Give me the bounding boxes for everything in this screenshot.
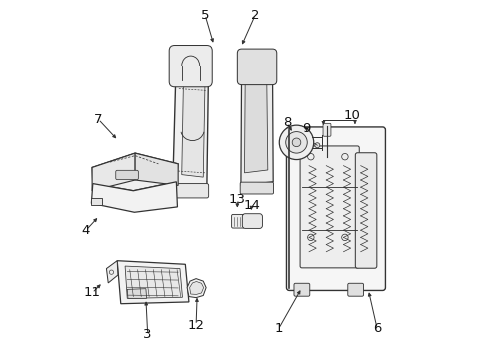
FancyBboxPatch shape: [347, 283, 363, 296]
FancyBboxPatch shape: [240, 182, 273, 194]
Polygon shape: [91, 198, 102, 205]
FancyBboxPatch shape: [286, 127, 385, 291]
Text: 2: 2: [250, 9, 259, 22]
Polygon shape: [91, 182, 177, 212]
Text: 12: 12: [187, 319, 204, 332]
Text: 13: 13: [228, 193, 245, 206]
Polygon shape: [182, 75, 204, 177]
Circle shape: [292, 138, 300, 147]
Text: 4: 4: [81, 224, 90, 237]
Polygon shape: [106, 261, 118, 283]
FancyBboxPatch shape: [237, 49, 276, 85]
Polygon shape: [187, 279, 206, 298]
Polygon shape: [241, 59, 273, 185]
Polygon shape: [92, 153, 135, 191]
Polygon shape: [92, 153, 178, 191]
Text: 14: 14: [243, 199, 260, 212]
Polygon shape: [127, 289, 146, 298]
Polygon shape: [117, 261, 188, 304]
FancyBboxPatch shape: [231, 215, 244, 228]
Polygon shape: [135, 153, 178, 185]
Text: 7: 7: [94, 113, 102, 126]
FancyBboxPatch shape: [300, 146, 359, 268]
FancyBboxPatch shape: [293, 283, 309, 296]
Text: 3: 3: [143, 328, 152, 341]
Text: 5: 5: [201, 9, 209, 22]
Text: 10: 10: [343, 109, 360, 122]
Circle shape: [314, 143, 319, 148]
Polygon shape: [244, 74, 267, 173]
Text: 1: 1: [274, 322, 282, 335]
FancyBboxPatch shape: [172, 184, 208, 198]
Circle shape: [279, 125, 313, 159]
Polygon shape: [189, 282, 203, 294]
FancyBboxPatch shape: [355, 153, 376, 268]
Circle shape: [285, 132, 306, 153]
Text: 11: 11: [83, 287, 101, 300]
Text: 8: 8: [282, 116, 290, 129]
FancyBboxPatch shape: [116, 170, 138, 180]
Text: 6: 6: [372, 322, 381, 335]
FancyBboxPatch shape: [323, 123, 330, 136]
Text: 9: 9: [302, 122, 310, 135]
Polygon shape: [172, 54, 208, 189]
FancyBboxPatch shape: [169, 45, 212, 87]
Polygon shape: [125, 266, 182, 298]
FancyBboxPatch shape: [242, 214, 262, 228]
